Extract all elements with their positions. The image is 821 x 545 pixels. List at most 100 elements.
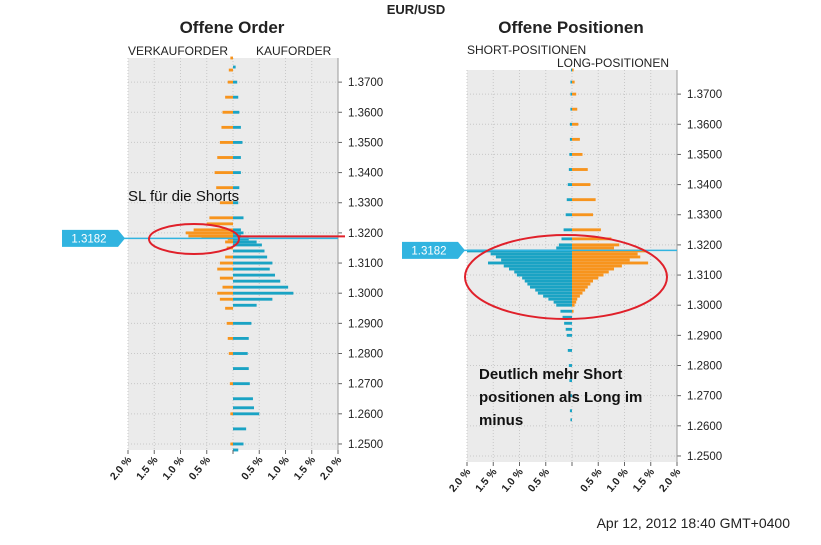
bar-left — [225, 255, 234, 259]
bar-right — [572, 300, 577, 304]
bar-left — [219, 297, 234, 301]
bar-left — [501, 258, 573, 262]
bar-right — [233, 243, 262, 247]
y-tick-label: 1.2700 — [687, 391, 722, 403]
bar-left — [206, 222, 233, 226]
bar-left — [569, 379, 573, 383]
current-price-box — [402, 241, 465, 259]
y-tick-label: 1.3100 — [348, 258, 383, 270]
x-tick-label: 2.0 % — [447, 466, 474, 495]
bar-right — [233, 65, 236, 69]
bar-left — [527, 282, 573, 286]
bar-right — [572, 198, 596, 202]
bar-left — [217, 267, 233, 271]
bar-left — [556, 303, 572, 307]
bar-left — [522, 276, 573, 280]
bar-left — [214, 171, 234, 175]
bar-left — [568, 364, 572, 367]
bar-left — [228, 352, 233, 355]
bar-right — [572, 288, 586, 292]
x-tick-label: 0.5 % — [578, 466, 605, 495]
current-price-label: 1.3182 — [71, 233, 106, 245]
bar-left — [514, 270, 572, 274]
x-tick-label: 1.5 % — [631, 466, 658, 495]
positions-note-line-3: minus — [479, 412, 523, 429]
page-title: EUR/USD — [387, 2, 446, 17]
bar-right — [572, 309, 574, 313]
bar-left — [230, 442, 234, 446]
bar-right — [233, 228, 241, 232]
bar-right — [572, 279, 593, 283]
bar-left — [225, 240, 234, 244]
bar-right — [233, 141, 243, 144]
bar-left — [568, 168, 572, 171]
bar-right — [572, 68, 574, 72]
bar-right — [572, 228, 601, 232]
bar-left — [524, 279, 572, 283]
bar-left — [230, 56, 234, 60]
bar-right — [233, 442, 244, 446]
bar-left — [570, 92, 572, 96]
bar-right — [233, 231, 244, 235]
bar-right — [233, 171, 241, 175]
bar-left — [562, 315, 572, 319]
bar-left — [188, 234, 234, 238]
bar-left — [567, 349, 572, 352]
bar-left — [219, 141, 234, 144]
bar-left — [490, 252, 573, 256]
x-tick-label: 0.5 % — [239, 454, 266, 483]
bar-right — [572, 137, 580, 141]
orders-right-label: KAUFORDER — [256, 44, 332, 58]
bar-right — [572, 252, 638, 256]
bar-right — [572, 285, 588, 289]
bar-right — [233, 249, 265, 253]
bar-left — [219, 276, 234, 280]
stoploss-ellipse — [148, 223, 240, 255]
bar-right — [572, 291, 583, 295]
bar-right — [572, 276, 599, 280]
bar-right — [233, 427, 247, 431]
positions-price-marker: 1.3182 — [402, 241, 677, 259]
bar-right — [233, 261, 273, 265]
orders-x-axis: 2.0 % 1.5 % 1.0 % 0.5 % 0.5 % 1.0 % 1.5 % 2.0 % — [108, 450, 345, 483]
bar-left — [225, 95, 234, 99]
open-orders-chart: Offene Order VERKAUFORDER KAUFORDER 1.37… — [62, 18, 383, 483]
stoploss-note: SL für die Shorts — [128, 188, 239, 205]
bar-left — [222, 285, 233, 289]
y-tick-label: 1.2800 — [687, 361, 722, 373]
y-tick-label: 1.2700 — [348, 379, 383, 391]
bar-right — [572, 92, 577, 96]
bar-left — [219, 201, 234, 205]
x-tick-label: 2.0 % — [318, 454, 345, 483]
bar-right — [233, 186, 240, 190]
y-tick-label: 1.3300 — [687, 210, 722, 222]
y-tick-label: 1.3000 — [348, 288, 383, 300]
bar-left — [209, 216, 234, 220]
bar-right — [572, 258, 630, 262]
bar-left — [569, 122, 572, 126]
bar-right — [572, 246, 614, 250]
bar-right — [233, 448, 239, 452]
bar-left — [570, 418, 572, 422]
bar-right — [233, 291, 294, 295]
bar-right — [233, 156, 241, 159]
bar-left — [221, 125, 233, 129]
bar-right — [572, 183, 591, 187]
positions-y-axis: 1.3700 1.3600 1.3500 1.3400 1.3300 1.3200 1.31… — [676, 70, 722, 463]
bar-left — [185, 231, 233, 235]
positions-note-line-1: Deutlich mehr Short — [479, 366, 622, 383]
bar-right — [233, 255, 268, 259]
y-tick-label: 1.2600 — [348, 409, 383, 421]
bar-left — [537, 291, 573, 295]
bar-left — [216, 186, 233, 190]
y-tick-label: 1.2600 — [687, 421, 722, 433]
orders-title: Offene Order — [180, 18, 285, 37]
timestamp: Apr 12, 2012 18:40 GMT+0400 — [597, 515, 791, 531]
y-tick-label: 1.3600 — [687, 119, 722, 131]
orders-left-label: VERKAUFORDER — [128, 44, 228, 58]
positions-ellipse — [464, 234, 668, 320]
bar-right — [233, 352, 248, 355]
bar-right — [572, 261, 649, 265]
bar-left — [226, 321, 233, 325]
bar-right — [233, 201, 239, 205]
